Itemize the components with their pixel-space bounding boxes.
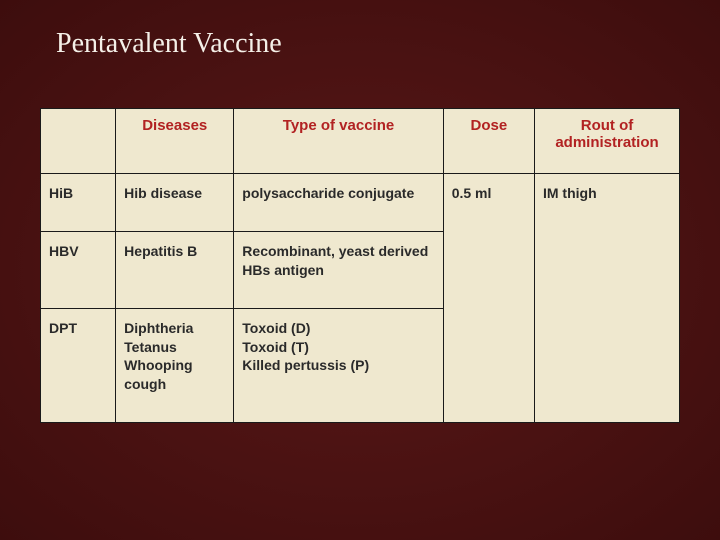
cell-type: polysaccharide conjugate (234, 174, 443, 232)
header-dose: Dose (443, 109, 534, 174)
cell-abbr: HiB (41, 174, 116, 232)
cell-abbr: HBV (41, 231, 116, 308)
cell-route: IM thigh (534, 174, 679, 423)
vaccine-table-wrap: Diseases Type of vaccine Dose Rout of ad… (40, 108, 680, 423)
header-type: Type of vaccine (234, 109, 443, 174)
slide-title: Pentavalent Vaccine (56, 28, 282, 60)
cell-disease: Hib disease (116, 174, 234, 232)
header-blank (41, 109, 116, 174)
table-header-row: Diseases Type of vaccine Dose Rout of ad… (41, 109, 680, 174)
header-route: Rout of administration (534, 109, 679, 174)
cell-disease: Hepatitis B (116, 231, 234, 308)
cell-abbr: DPT (41, 308, 116, 423)
header-diseases: Diseases (116, 109, 234, 174)
cell-disease: Diphtheria Tetanus Whooping cough (116, 308, 234, 423)
cell-dose: 0.5 ml (443, 174, 534, 423)
cell-type: Toxoid (D)Toxoid (T)Killed pertussis (P) (234, 308, 443, 423)
vaccine-table: Diseases Type of vaccine Dose Rout of ad… (40, 108, 680, 423)
cell-type: Recombinant, yeast derived HBs antigen (234, 231, 443, 308)
table-row: HiB Hib disease polysaccharide conjugate… (41, 174, 680, 232)
